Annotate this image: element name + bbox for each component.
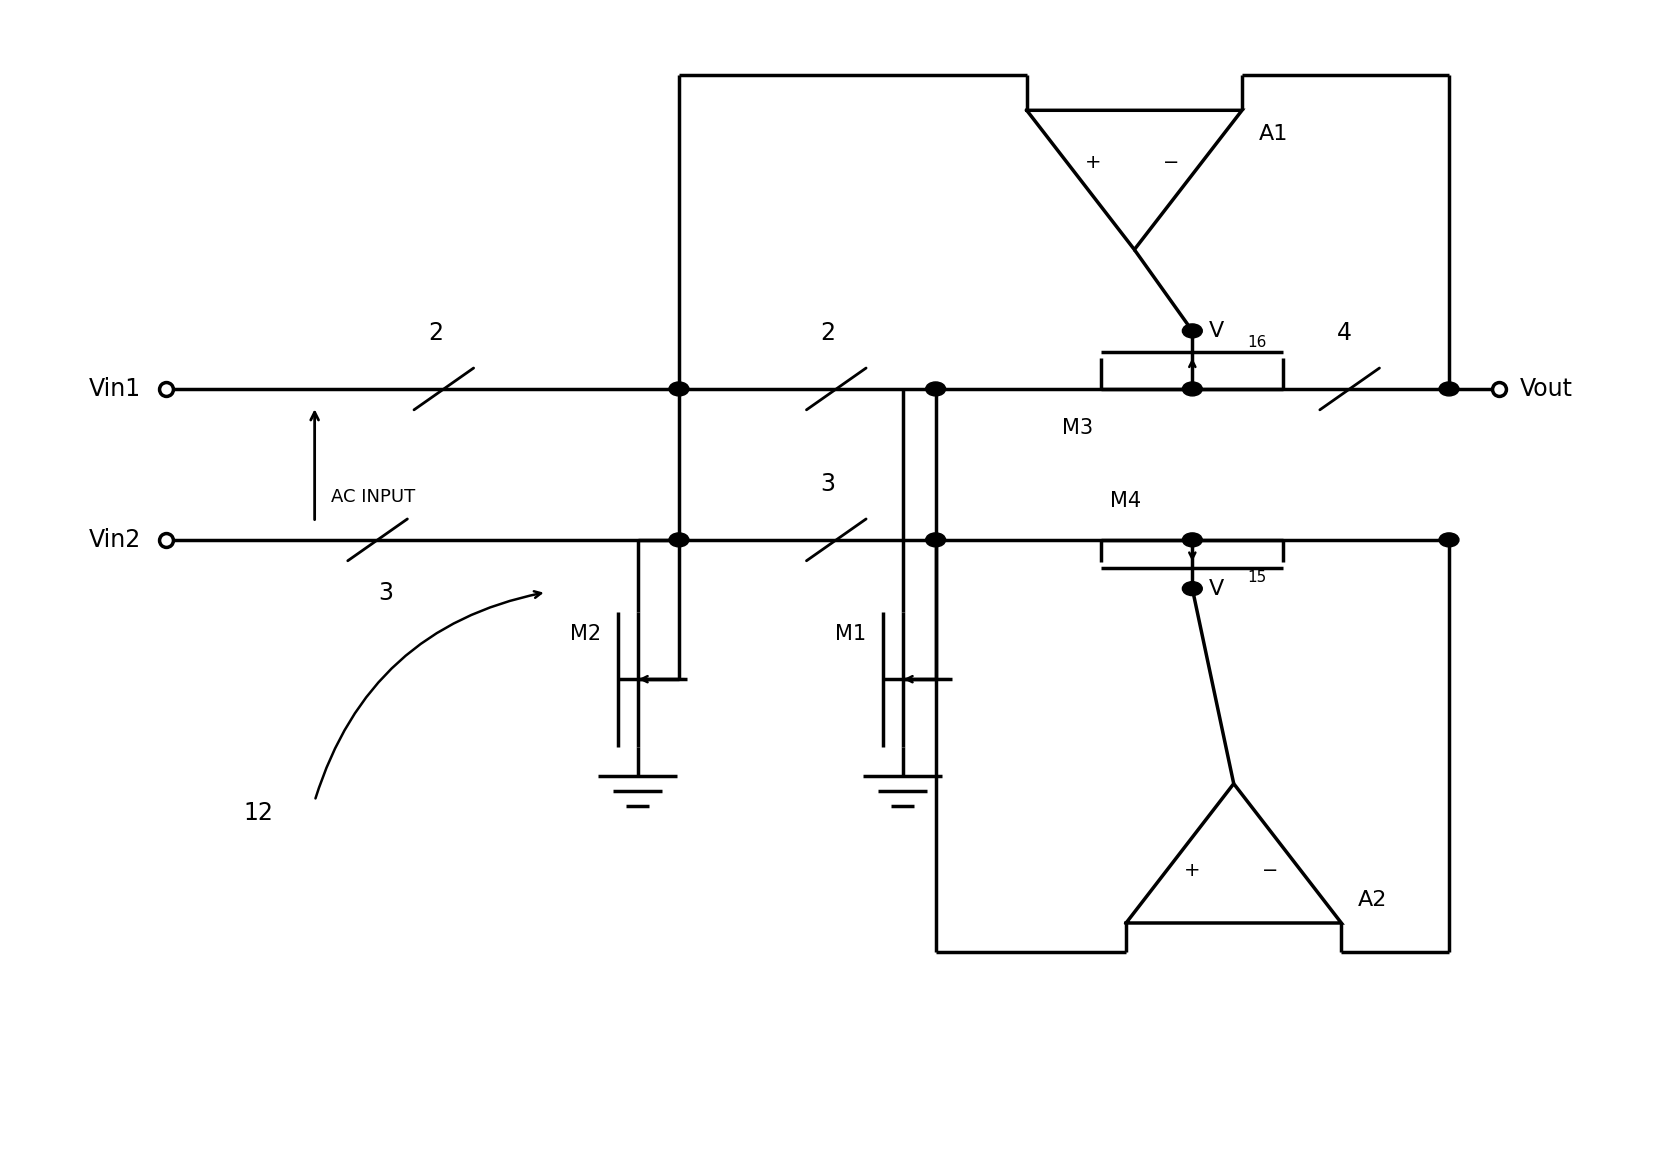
Text: 3: 3 (819, 471, 836, 496)
Text: 2: 2 (819, 320, 836, 345)
Circle shape (1182, 324, 1202, 338)
Text: M3: M3 (1061, 418, 1092, 438)
Text: 3: 3 (377, 580, 394, 605)
Circle shape (1182, 533, 1202, 547)
Text: −: − (1162, 153, 1178, 172)
Circle shape (925, 382, 945, 396)
Circle shape (1438, 382, 1458, 396)
Circle shape (1182, 382, 1202, 396)
Text: A2: A2 (1357, 889, 1387, 910)
Text: −: − (1261, 861, 1278, 880)
Text: M2: M2 (569, 625, 601, 644)
Circle shape (1182, 582, 1202, 596)
Text: AC INPUT: AC INPUT (331, 488, 415, 506)
Text: +: + (1084, 153, 1101, 172)
Text: V: V (1208, 578, 1223, 599)
Circle shape (669, 382, 688, 396)
Text: M1: M1 (834, 625, 866, 644)
Text: 15: 15 (1246, 570, 1266, 584)
Text: V: V (1208, 320, 1223, 341)
Text: 4: 4 (1336, 320, 1352, 345)
Text: Vout: Vout (1519, 377, 1572, 401)
Text: Vin2: Vin2 (88, 528, 141, 551)
Text: 16: 16 (1246, 336, 1266, 349)
Text: M4: M4 (1109, 491, 1140, 511)
Text: A1: A1 (1258, 123, 1288, 144)
Circle shape (925, 533, 945, 547)
Circle shape (669, 533, 688, 547)
Text: 12: 12 (243, 801, 273, 824)
Text: Vin1: Vin1 (89, 377, 141, 401)
Circle shape (1438, 533, 1458, 547)
Text: 2: 2 (427, 320, 444, 345)
Text: +: + (1183, 861, 1200, 880)
